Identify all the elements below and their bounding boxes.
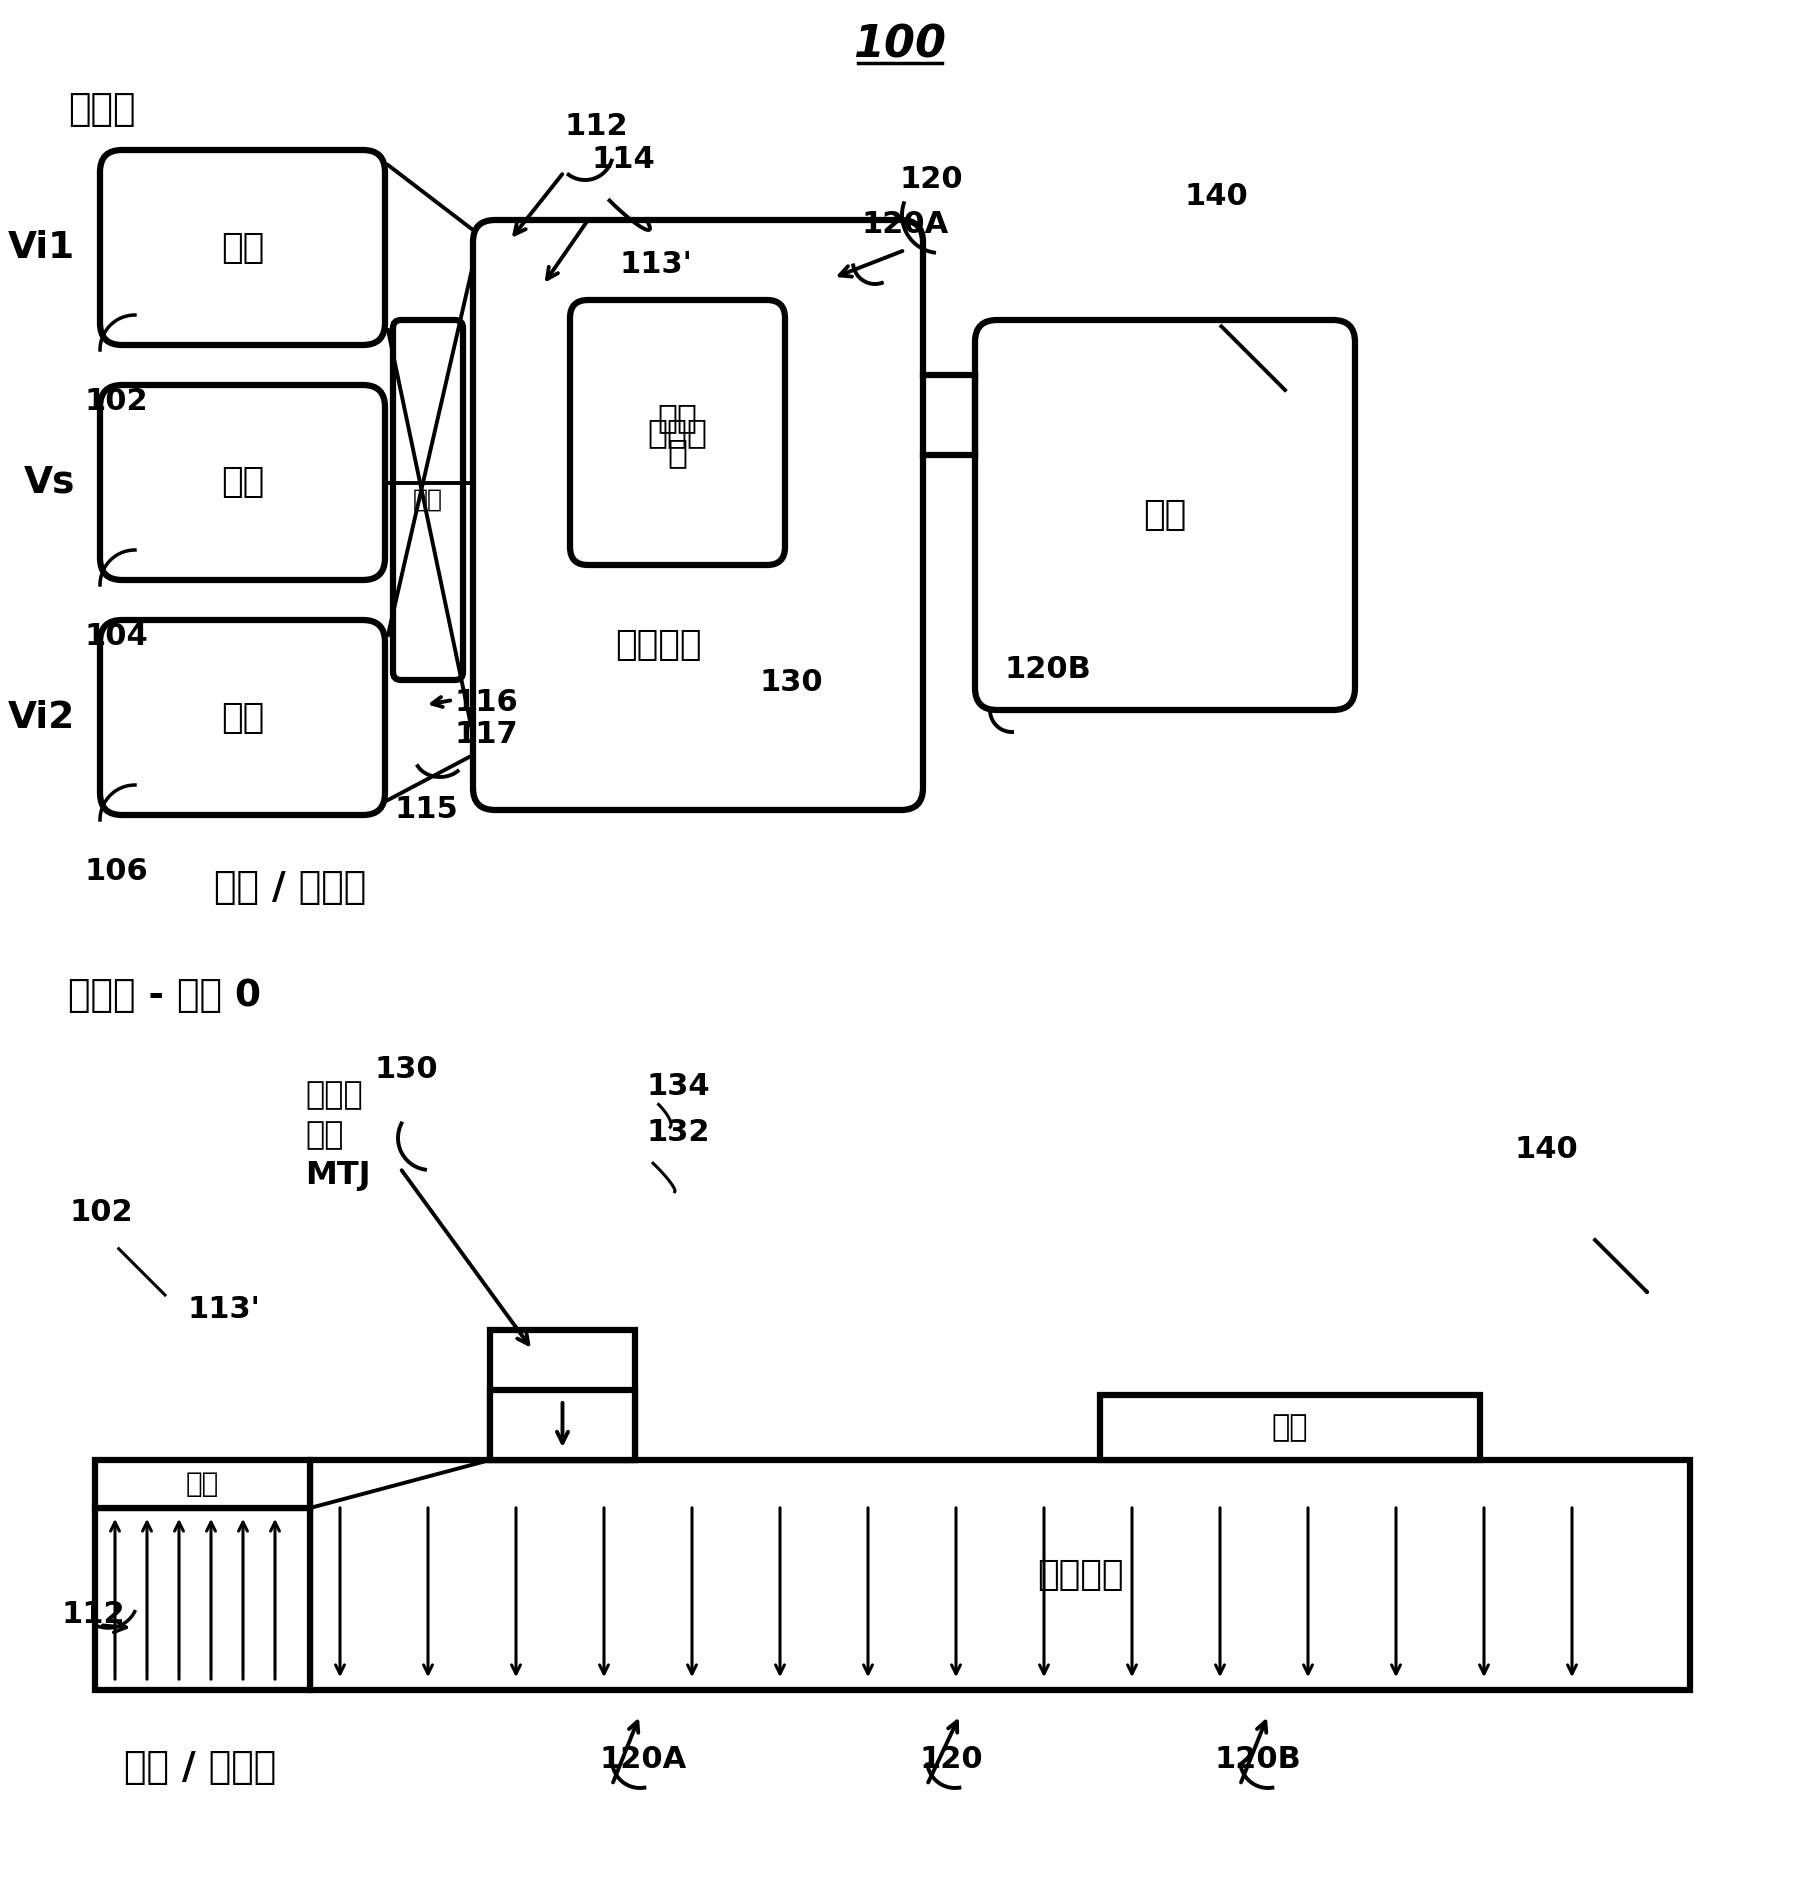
Text: 输入 / 通道区: 输入 / 通道区 [214, 870, 367, 906]
Text: 传感器: 传感器 [306, 1079, 363, 1111]
Text: 113': 113' [620, 250, 692, 278]
Text: 接地: 接地 [1271, 1414, 1307, 1442]
Text: 器: 器 [667, 436, 687, 468]
Text: 接地: 接地 [1144, 498, 1187, 532]
FancyBboxPatch shape [975, 320, 1354, 711]
Text: 130: 130 [374, 1055, 439, 1085]
Text: 130: 130 [759, 667, 823, 697]
Text: 132: 132 [647, 1119, 710, 1147]
Text: Vi2: Vi2 [7, 699, 76, 735]
Text: 140: 140 [1514, 1136, 1579, 1164]
Bar [309, 1461, 1688, 1690]
Text: 偶测: 偶测 [656, 400, 698, 434]
Text: 电极: 电极 [221, 466, 264, 500]
Text: 106: 106 [85, 857, 149, 885]
Text: 120B: 120B [1214, 1745, 1302, 1775]
Text: 120: 120 [919, 1745, 984, 1775]
Text: 偶测器: 偶测器 [647, 415, 707, 449]
Text: 侧视图 - 输出 0: 侧视图 - 输出 0 [68, 978, 261, 1013]
FancyBboxPatch shape [570, 301, 784, 566]
Text: 120A: 120A [861, 211, 949, 239]
FancyBboxPatch shape [101, 385, 385, 581]
FancyBboxPatch shape [473, 220, 922, 810]
Bar [95, 1508, 309, 1690]
FancyBboxPatch shape [101, 150, 385, 346]
Text: 通道: 通道 [414, 489, 442, 511]
Text: 112: 112 [565, 113, 628, 141]
Text: 112: 112 [61, 1600, 126, 1628]
FancyBboxPatch shape [392, 320, 462, 681]
FancyBboxPatch shape [101, 620, 385, 816]
Text: 113': 113' [189, 1295, 261, 1324]
Text: 电极: 电极 [221, 701, 264, 735]
Text: 140: 140 [1185, 182, 1248, 211]
Text: 传感器区: 传感器区 [615, 628, 701, 662]
Text: Vs: Vs [23, 464, 76, 500]
Text: 电极: 电极 [185, 1470, 219, 1498]
Bar [95, 1461, 309, 1508]
Text: 120A: 120A [601, 1745, 687, 1775]
Text: MTJ: MTJ [306, 1160, 370, 1192]
Text: 120: 120 [899, 165, 964, 194]
Text: Vi1: Vi1 [7, 229, 76, 265]
Text: 输入 / 通道区: 输入 / 通道区 [124, 1750, 275, 1786]
Text: 120B: 120B [1005, 654, 1091, 684]
Text: 传感器区: 传感器区 [1036, 1559, 1122, 1592]
Text: 117: 117 [455, 720, 518, 748]
Text: 102: 102 [85, 387, 149, 415]
Text: 102: 102 [70, 1198, 133, 1228]
Text: 134: 134 [647, 1072, 710, 1102]
Text: 116: 116 [455, 688, 518, 716]
Text: 电极: 电极 [221, 231, 264, 265]
Bar [489, 1329, 635, 1461]
Text: 115: 115 [396, 795, 458, 823]
Text: 检测: 检测 [306, 1120, 343, 1151]
Text: 俦视图: 俦视图 [68, 92, 135, 128]
Text: 114: 114 [592, 145, 656, 175]
Bar [489, 1389, 635, 1461]
Bar [1099, 1395, 1480, 1461]
Text: 104: 104 [85, 622, 149, 650]
Text: 100: 100 [852, 23, 946, 66]
